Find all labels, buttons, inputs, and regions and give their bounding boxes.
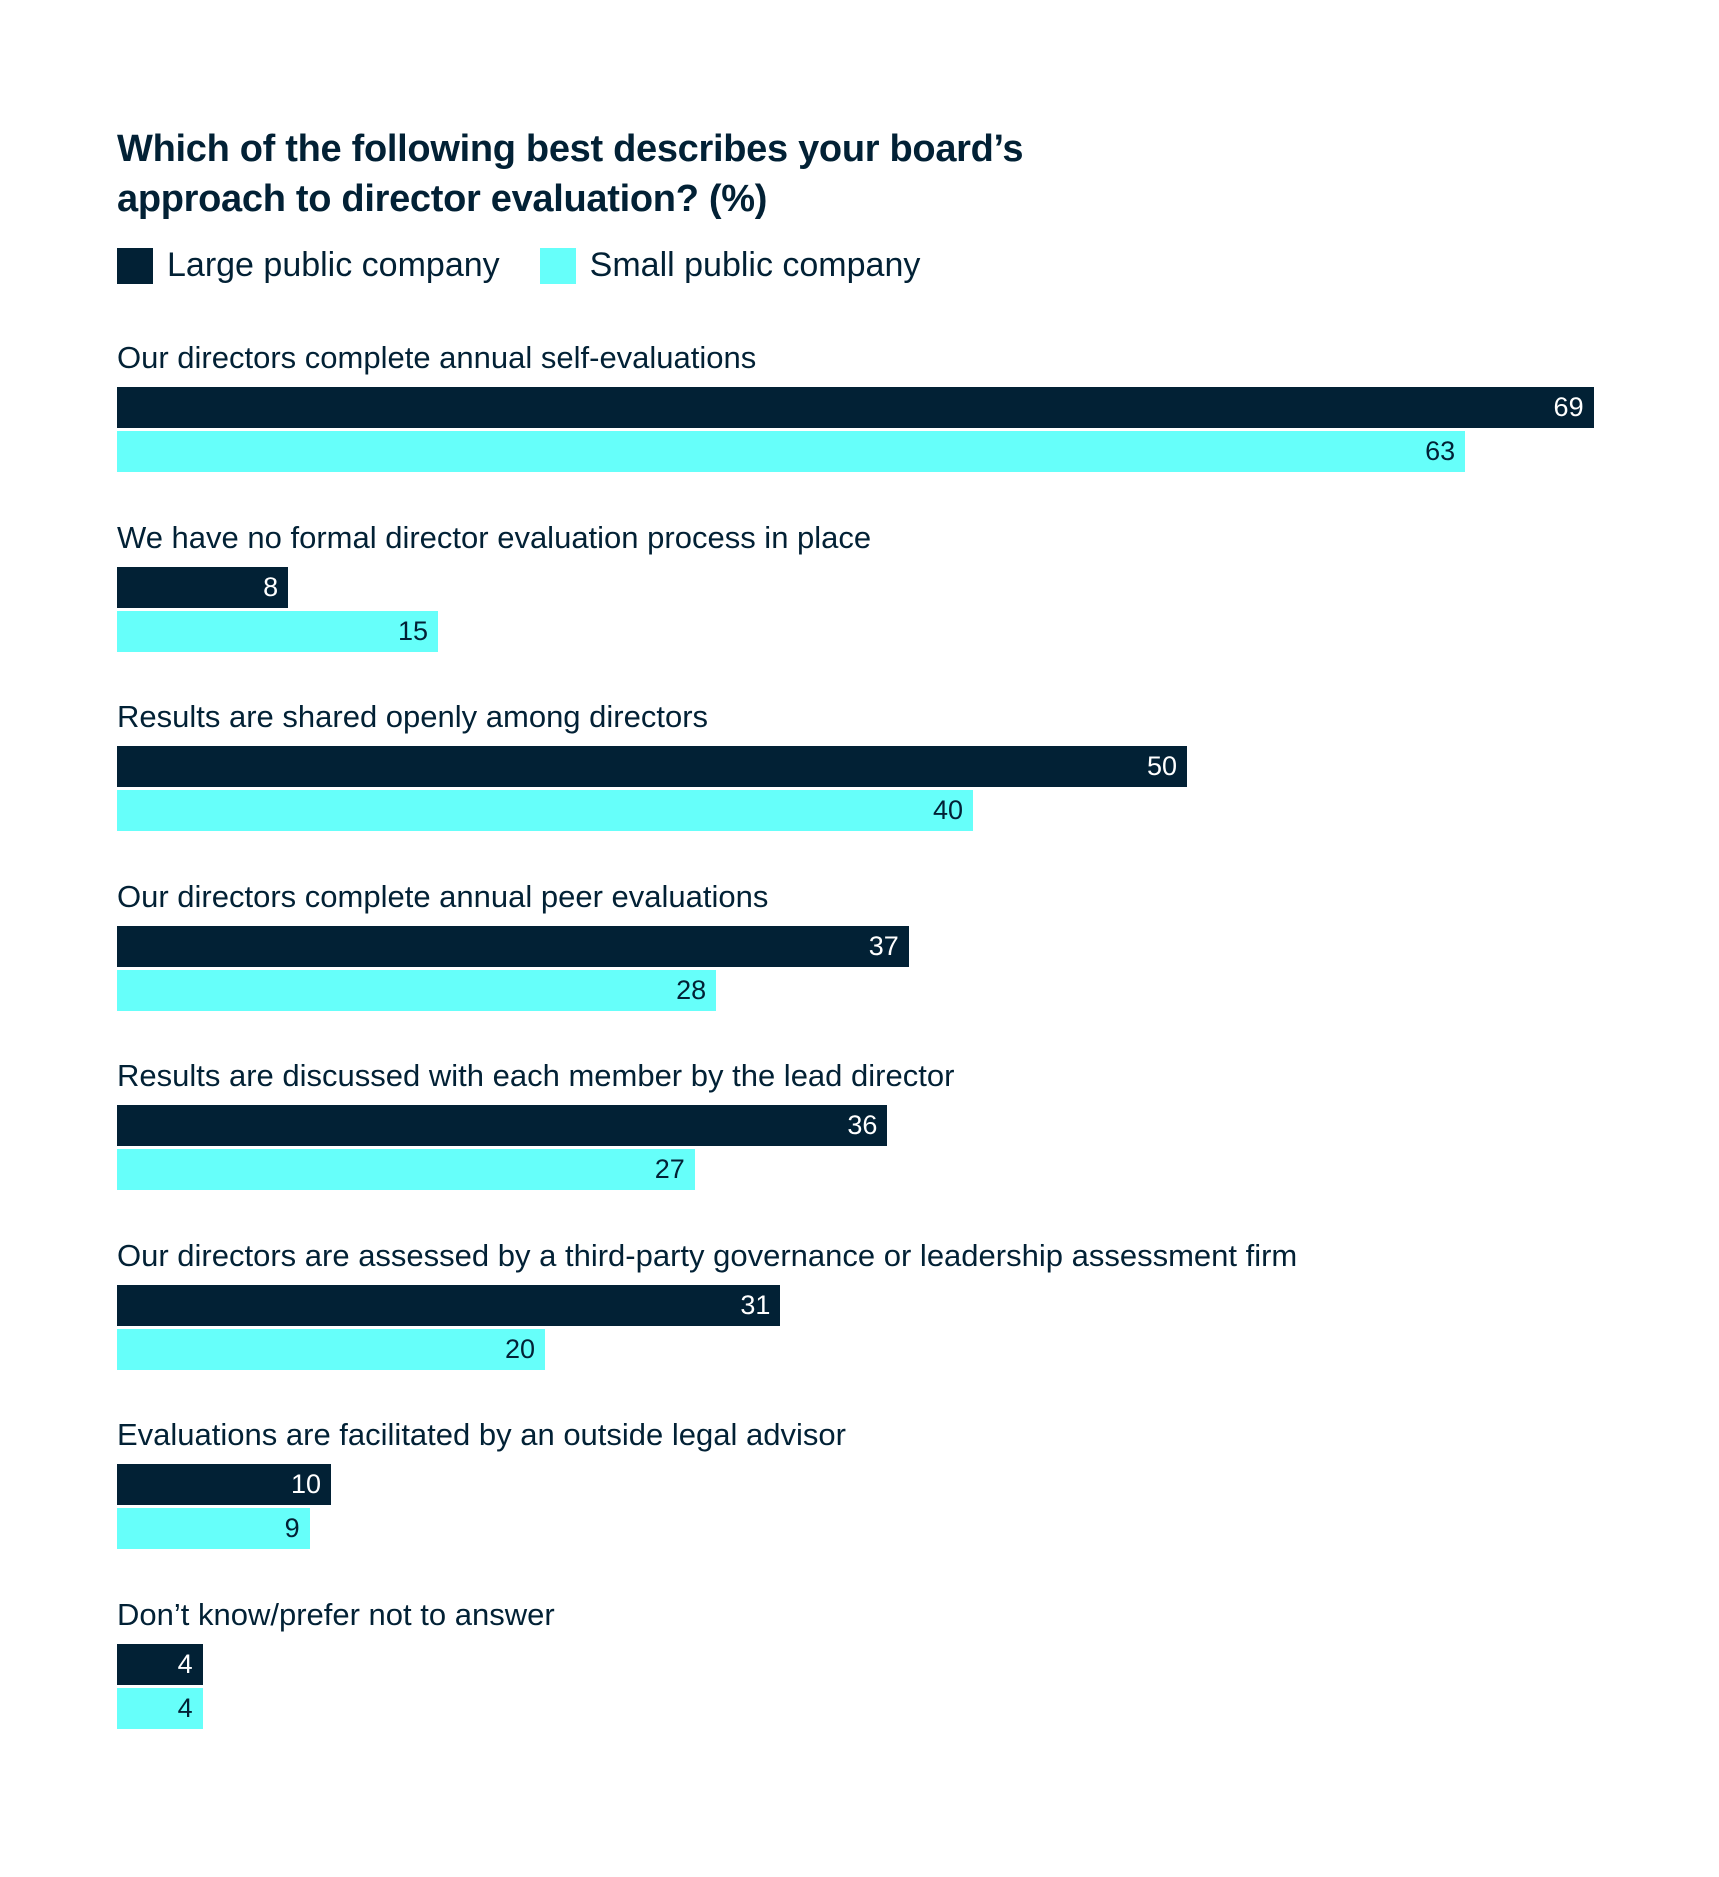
data-label: 10 <box>290 1469 321 1499</box>
data-label: 9 <box>284 1513 300 1543</box>
category-label: Results are discussed with each member b… <box>117 1058 955 1093</box>
bar-small <box>117 790 973 831</box>
bar-small <box>117 1687 203 1729</box>
chart-title: Which of the following best describes yo… <box>117 124 1117 224</box>
legend: Large public company Small public compan… <box>117 246 960 285</box>
category-label: Our directors complete annual peer evalu… <box>117 878 769 914</box>
legend-label-small: Small public company <box>589 246 921 284</box>
category-label: We have no formal director evaluation pr… <box>117 519 872 555</box>
category-label: Our directors are assessed by a third-pa… <box>117 1237 1298 1273</box>
bar-large <box>117 566 289 608</box>
legend-swatch-large <box>117 247 153 284</box>
bar-small <box>117 431 1466 472</box>
bar-large <box>117 925 909 967</box>
data-label: 4 <box>177 1648 193 1679</box>
data-label: 63 <box>1425 436 1456 466</box>
legend-label-large: Large public company <box>167 246 500 284</box>
bar-small <box>117 969 717 1011</box>
bar-small <box>117 610 438 652</box>
chart-title-line-2: approach to director evaluation? (%) <box>117 178 768 220</box>
data-label: 37 <box>868 930 899 961</box>
data-label: 31 <box>740 1289 771 1320</box>
data-label: 28 <box>676 974 707 1005</box>
data-label: 36 <box>847 1110 878 1140</box>
bar-small <box>117 1328 545 1370</box>
data-label: 27 <box>654 1154 685 1184</box>
bar-large <box>117 1643 203 1685</box>
category-label: Results are shared openly among director… <box>117 699 709 734</box>
category-label: Don’t know/prefer not to answer <box>117 1596 555 1632</box>
data-label: 69 <box>1553 392 1584 422</box>
data-label: 50 <box>1146 751 1177 781</box>
category-label: Evaluations are facilitated by an outsid… <box>117 1417 846 1452</box>
data-label: 8 <box>263 571 279 602</box>
legend-item-small: Small public company <box>539 246 921 285</box>
bar-large <box>117 1284 781 1326</box>
bar-large <box>117 387 1594 428</box>
category-label: Our directors complete annual self-evalu… <box>117 340 757 375</box>
data-label: 15 <box>397 615 428 646</box>
bar-large <box>117 1464 331 1505</box>
data-label: 20 <box>504 1333 535 1364</box>
legend-item-large: Large public company <box>117 246 500 285</box>
chart-title-line-1: Which of the following best describes yo… <box>117 128 1024 170</box>
bar-large <box>117 746 1187 787</box>
bar-large <box>117 1105 888 1146</box>
bar-small <box>117 1149 695 1190</box>
bar-small <box>117 1508 310 1549</box>
legend-swatch-small <box>539 247 576 284</box>
data-label: 40 <box>932 795 963 825</box>
data-label: 4 <box>177 1692 193 1723</box>
